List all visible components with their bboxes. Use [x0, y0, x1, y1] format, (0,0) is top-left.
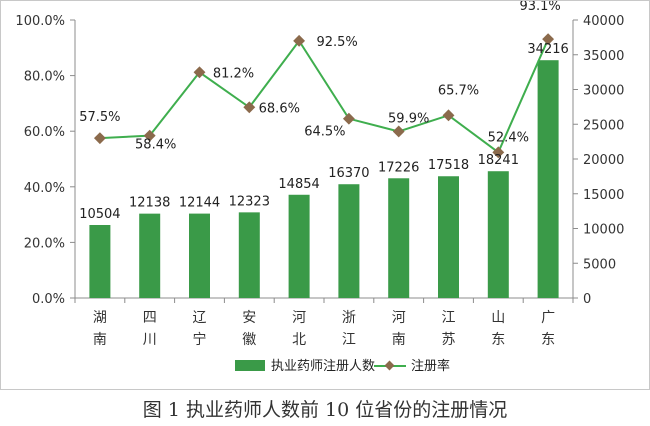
- x-axis-category-label: 徽: [242, 332, 256, 348]
- bar-1: [139, 213, 161, 298]
- bar-0: [89, 224, 111, 298]
- x-axis-category-label: 山: [491, 310, 505, 326]
- x-axis-category-label: 江: [442, 310, 456, 326]
- bar-9: [537, 60, 559, 299]
- left-axis-tick-label: 0.0%: [32, 292, 65, 307]
- x-axis-category-label: 江: [342, 332, 356, 348]
- bar-2: [189, 213, 210, 298]
- bar-data-label: 16370: [328, 166, 369, 181]
- right-axis-tick-label: 30000: [583, 84, 624, 99]
- x-axis-category-label: 南: [93, 332, 107, 348]
- line-data-label: 57.5%: [79, 110, 120, 125]
- bar-data-label: 10504: [79, 207, 120, 222]
- registration-rate-line: [99, 38, 550, 154]
- legend-bar-swatch: [235, 360, 265, 371]
- line-point-1: [143, 129, 156, 142]
- legend-line-label: 注册率: [411, 358, 450, 374]
- x-axis-category-label: 东: [491, 332, 505, 348]
- left-axis-tick-label: 40.0%: [24, 181, 65, 196]
- x-axis-category-label: 辽: [193, 310, 207, 326]
- legend-line-marker: [384, 360, 395, 371]
- left-axis-tick-label: 100.0%: [15, 14, 65, 29]
- line-data-label: 81.2%: [213, 66, 254, 81]
- line-data-label: 64.5%: [304, 125, 345, 140]
- line-point-2: [193, 66, 206, 79]
- line-point-5: [342, 112, 355, 125]
- labels-layer: 10504 12138 12144 12323 14854 16370 17226 17518…: [79, 1, 569, 222]
- right-axis-tick-label: 10000: [583, 223, 624, 238]
- right-axis-tick-label: 25000: [583, 118, 624, 133]
- line-data-label: 93.1%: [519, 1, 560, 14]
- bar-8: [487, 171, 509, 298]
- line-data-label: 59.9%: [388, 111, 429, 126]
- line-data-label: 68.6%: [259, 101, 300, 116]
- right-axis-tick-label: 15000: [583, 188, 624, 203]
- bar-data-label: 14854: [278, 177, 319, 192]
- line-data-label: 92.5%: [316, 35, 357, 50]
- bar-5: [338, 184, 360, 298]
- bar-4: [288, 194, 310, 298]
- bar-data-label: 17226: [378, 160, 419, 175]
- line-point-6: [392, 125, 405, 138]
- bar-data-label: 17518: [428, 158, 469, 173]
- x-axis-category-label: 宁: [193, 331, 207, 348]
- bars-layer: [89, 60, 559, 299]
- right-axis-tick-label: 5000: [583, 257, 616, 272]
- bar-7: [438, 176, 459, 298]
- chart-svg: 0.0% 20.0% 40.0% 60.0% 80.0% 100.0% 0 5000 10000…: [15, 1, 624, 374]
- axes-layer: 0.0% 20.0% 40.0% 60.0% 80.0% 100.0% 0 5000 10000…: [15, 14, 624, 348]
- legend-bar-label: 执业药师注册人数: [271, 359, 375, 374]
- bar-data-label: 18241: [478, 153, 519, 168]
- left-axis-tick-label: 20.0%: [24, 236, 65, 251]
- x-axis-category-label: 广: [541, 310, 555, 326]
- legend-layer: 执业药师注册人数 注册率: [235, 358, 450, 374]
- bar-data-label: 12323: [229, 194, 270, 209]
- right-axis-tick-label: 0: [583, 292, 591, 307]
- chart-frame: 0.0% 20.0% 40.0% 60.0% 80.0% 100.0% 0 5000 10000…: [0, 0, 650, 390]
- x-axis-category-label: 北: [292, 332, 306, 348]
- figure-caption: 图 1 执业药师人数前 10 位省份的注册情况: [142, 399, 508, 421]
- x-axis-category-label: 河: [292, 310, 306, 326]
- bar-6: [388, 178, 410, 298]
- x-axis-category-label: 河: [392, 310, 406, 326]
- x-axis-category-label: 安: [242, 310, 256, 326]
- bar-data-label: 12138: [129, 196, 170, 211]
- x-axis-category-label: 四: [143, 310, 157, 326]
- x-axis-category-label: 苏: [442, 332, 456, 348]
- right-axis-tick-label: 20000: [583, 153, 624, 168]
- bar-data-label: 34216: [527, 42, 568, 57]
- right-axis-tick-label: 35000: [583, 49, 624, 64]
- left-axis-tick-label: 60.0%: [24, 125, 65, 140]
- x-axis-category-label: 川: [143, 332, 157, 348]
- bar-data-label: 12144: [179, 196, 220, 211]
- line-point-3: [243, 101, 256, 114]
- x-axis-category-label: 湖: [93, 310, 107, 326]
- line-data-label: 58.4%: [135, 138, 176, 153]
- left-axis-tick-label: 80.0%: [24, 70, 65, 85]
- x-axis-category-label: 南: [392, 332, 406, 348]
- x-axis-category-label: 东: [541, 332, 555, 348]
- x-axis-category-label: 浙: [342, 310, 356, 326]
- line-point-0: [93, 132, 106, 145]
- line-data-label: 65.7%: [438, 83, 479, 98]
- bar-3: [238, 212, 260, 298]
- right-axis-tick-label: 40000: [583, 14, 624, 29]
- line-data-label: 52.4%: [488, 130, 529, 145]
